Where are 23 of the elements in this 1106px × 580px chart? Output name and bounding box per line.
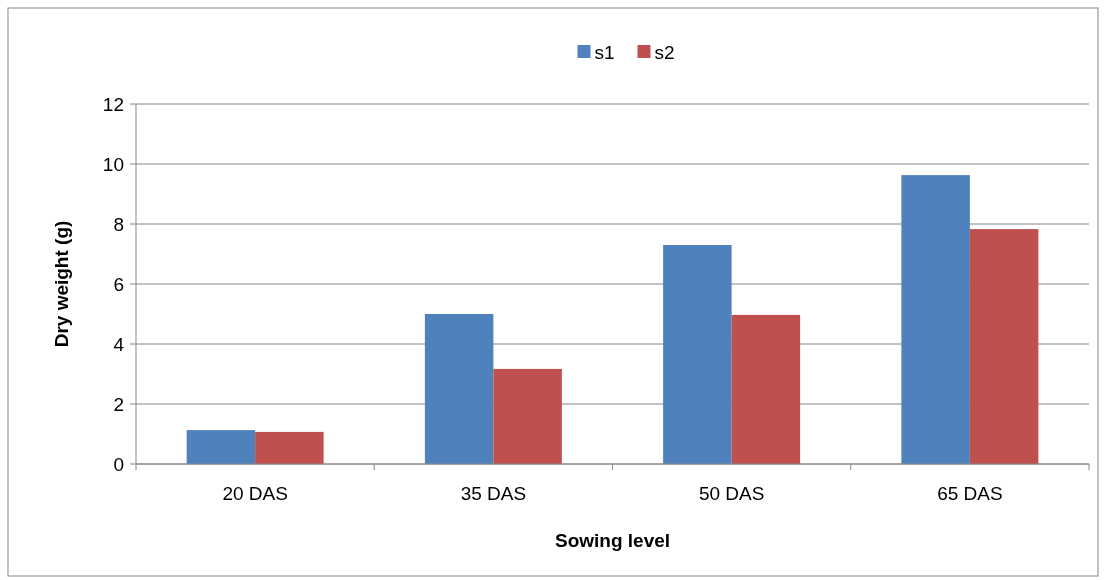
y-axis-title: Dry weight (g) (51, 220, 72, 348)
x-tick-label: 65 DAS (937, 483, 1003, 504)
x-tick-label: 50 DAS (698, 483, 765, 504)
bar (255, 431, 324, 464)
bar (186, 430, 256, 464)
bar (731, 314, 801, 464)
legend-label: s2 (654, 41, 675, 63)
y-tick-label: 0 (113, 453, 124, 475)
x-tick-label: 20 DAS (222, 483, 288, 504)
bar (969, 229, 1039, 464)
y-tick-label: 2 (113, 393, 124, 415)
y-tick-label: 10 (102, 153, 124, 175)
bar (424, 314, 494, 464)
y-tick-label: 8 (113, 213, 124, 235)
y-tick-label: 4 (113, 333, 125, 355)
bar (901, 175, 970, 464)
bar (663, 245, 732, 464)
x-axis-title: Sowing level (554, 530, 671, 551)
y-tick-label: 12 (102, 93, 124, 115)
x-tick-label: 35 DAS (460, 483, 527, 504)
legend-label: s1 (594, 41, 615, 63)
bar (493, 368, 562, 464)
y-tick-label: 6 (113, 273, 124, 295)
